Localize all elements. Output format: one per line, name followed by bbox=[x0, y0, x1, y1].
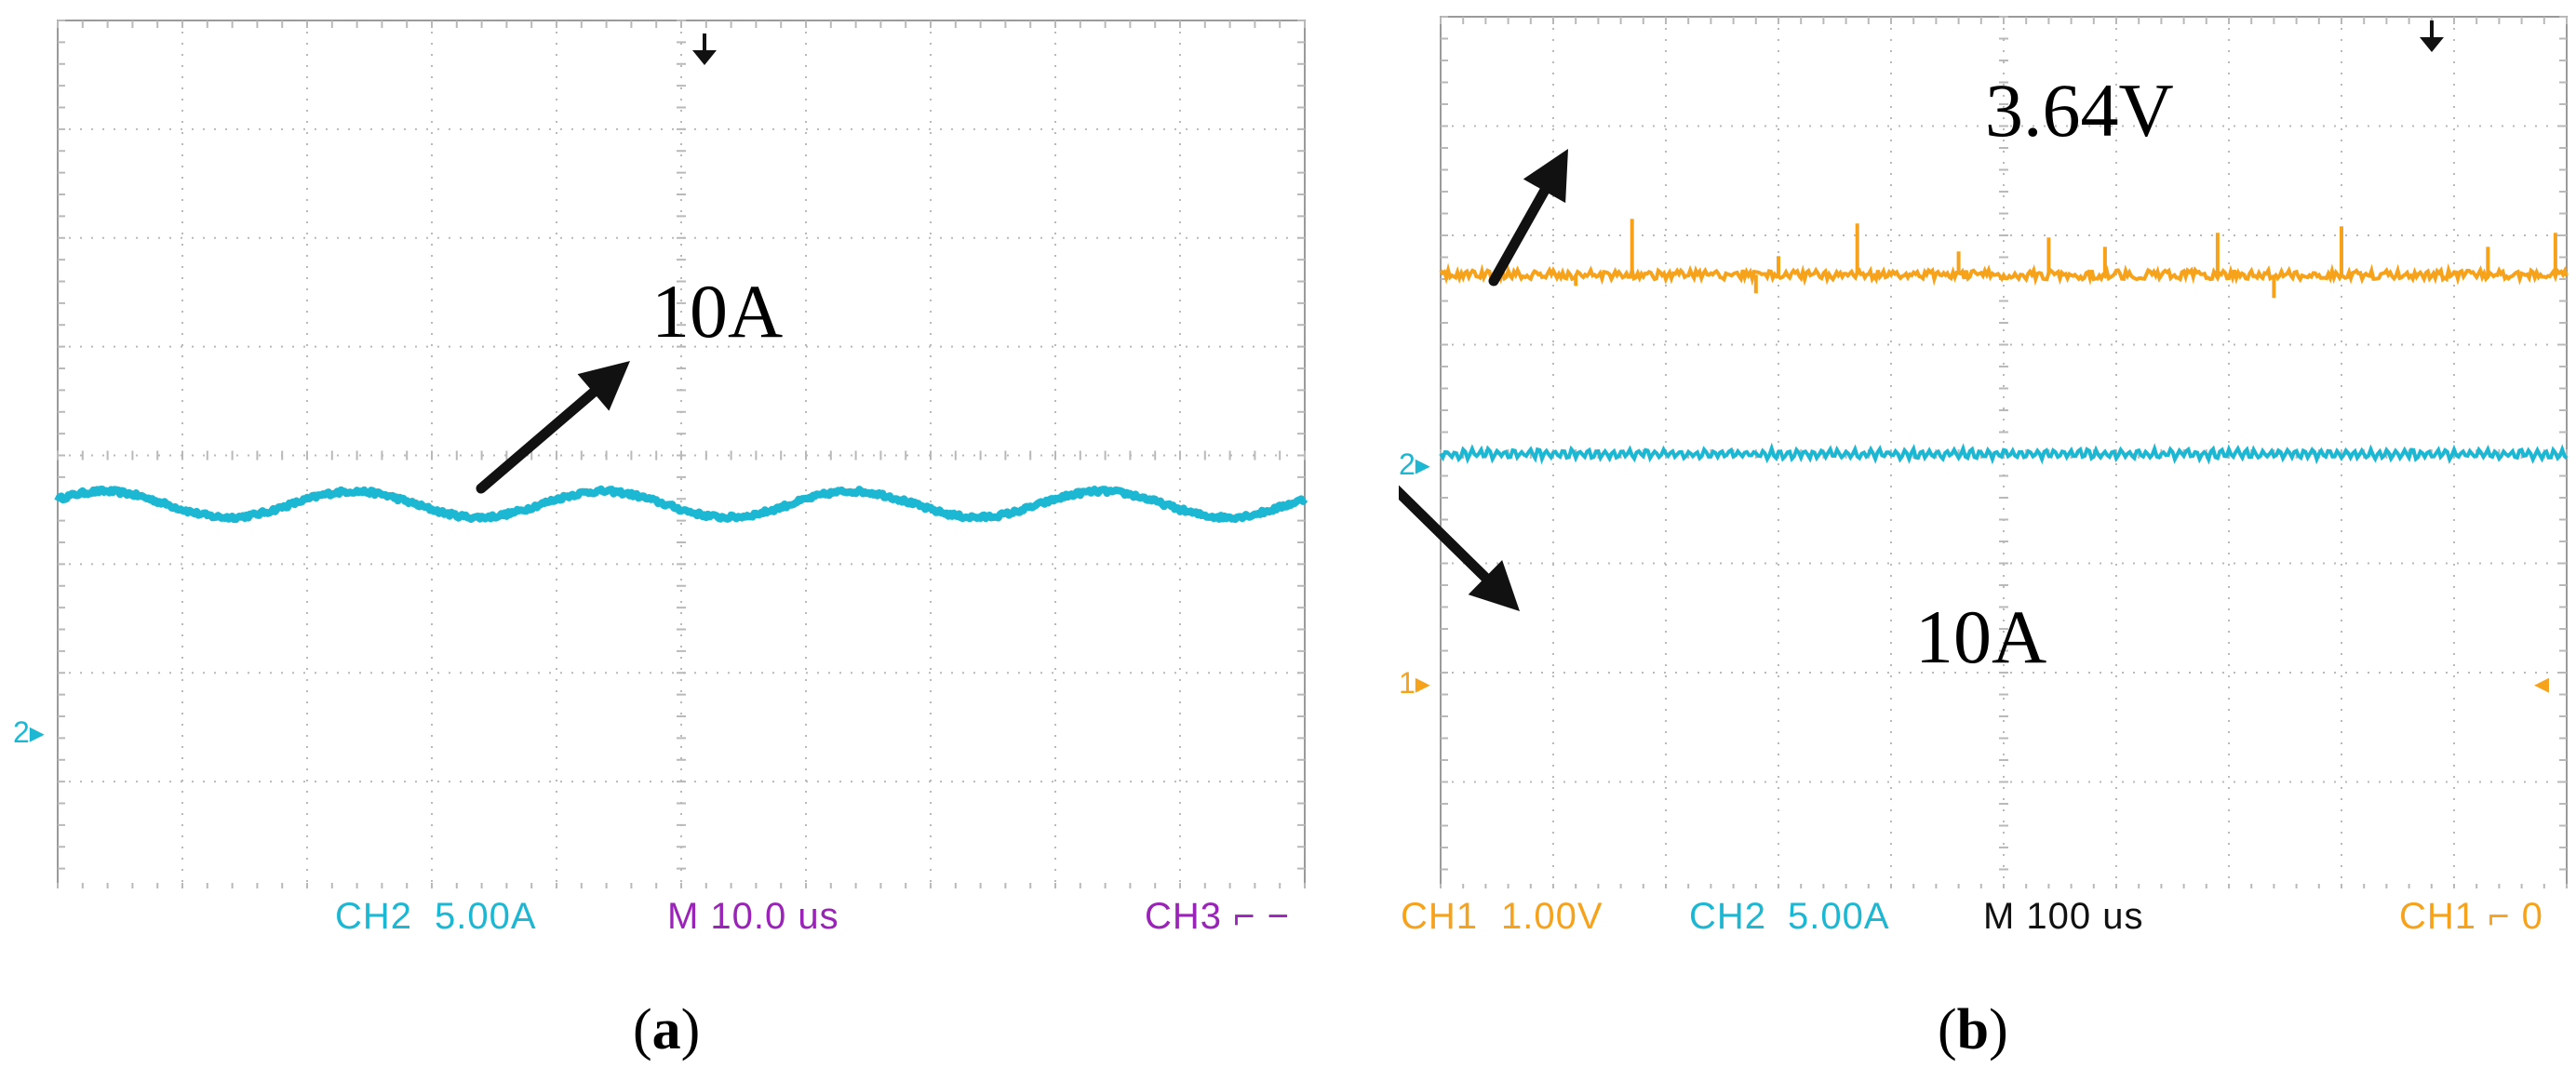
ch2-ground-marker-b: 2▸ bbox=[1399, 447, 1430, 481]
timebase-a: M 10.0 us bbox=[667, 896, 839, 937]
timebase-b: M 100 us bbox=[1983, 896, 2144, 937]
ch2-scale-b: 5.00A bbox=[1788, 896, 1890, 937]
ch1-waveform-b bbox=[1439, 262, 2569, 287]
ch2-scale-a: 5.00A bbox=[435, 896, 537, 937]
trigger-b: CH1 ⌐ 0 bbox=[2399, 896, 2543, 937]
ch2-waveform-b bbox=[1439, 442, 2569, 465]
panel-b: 3.64V 10A 2▸ 1▸ ◂ CH1 1.00V CH2 5.00A M … bbox=[1399, 9, 2571, 944]
ch1-name-b: CH1 bbox=[1401, 896, 1479, 937]
ch2-ground-marker-a: 2▸ bbox=[13, 715, 45, 749]
callout-arrow-voltage-b-head bbox=[1523, 149, 1568, 204]
callout-voltage-b: 3.64V bbox=[1985, 68, 2174, 153]
status-bar-a: CH2 5.00A M 10.0 us CH3 ⌐ − bbox=[11, 888, 1333, 944]
trigger-a: CH3 ⌐ − bbox=[1145, 896, 1290, 937]
callout-current-a: 10A bbox=[651, 269, 784, 354]
callout-current-b: 10A bbox=[1915, 594, 2047, 679]
scope-screen-b bbox=[1399, 16, 2569, 892]
callout-arrow-current-b-shaft bbox=[1399, 485, 1491, 583]
ch1-trigger-level-marker-b: ◂ bbox=[2534, 666, 2550, 700]
status-bar-b: CH1 1.00V CH2 5.00A M 100 us CH1 ⌐ 0 bbox=[1399, 888, 2571, 944]
scope-screen-a bbox=[54, 20, 1308, 891]
trigger-position-marker bbox=[692, 50, 717, 65]
trigger-position-marker bbox=[2420, 37, 2444, 52]
ch2-waveform-a bbox=[54, 485, 1308, 524]
panel-label-a: (a) bbox=[633, 998, 701, 1061]
ch1-ground-marker-b: 1▸ bbox=[1399, 666, 1430, 700]
callout-arrow-a-head bbox=[577, 361, 630, 411]
panel-a: 10A 2▸ CH2 5.00A M 10.0 us CH3 ⌐ − bbox=[11, 9, 1333, 944]
ch1-scale-b: 1.00V bbox=[1501, 896, 1603, 937]
panel-label-b: (b) bbox=[1938, 998, 2008, 1061]
callout-arrow-current-b-head bbox=[1468, 560, 1520, 611]
ch2-name-b: CH2 bbox=[1689, 896, 1767, 937]
ch2-name-a: CH2 bbox=[335, 896, 413, 937]
callout-arrow-voltage-b-shaft bbox=[1488, 185, 1550, 287]
callout-arrow-a-shaft bbox=[476, 387, 599, 494]
